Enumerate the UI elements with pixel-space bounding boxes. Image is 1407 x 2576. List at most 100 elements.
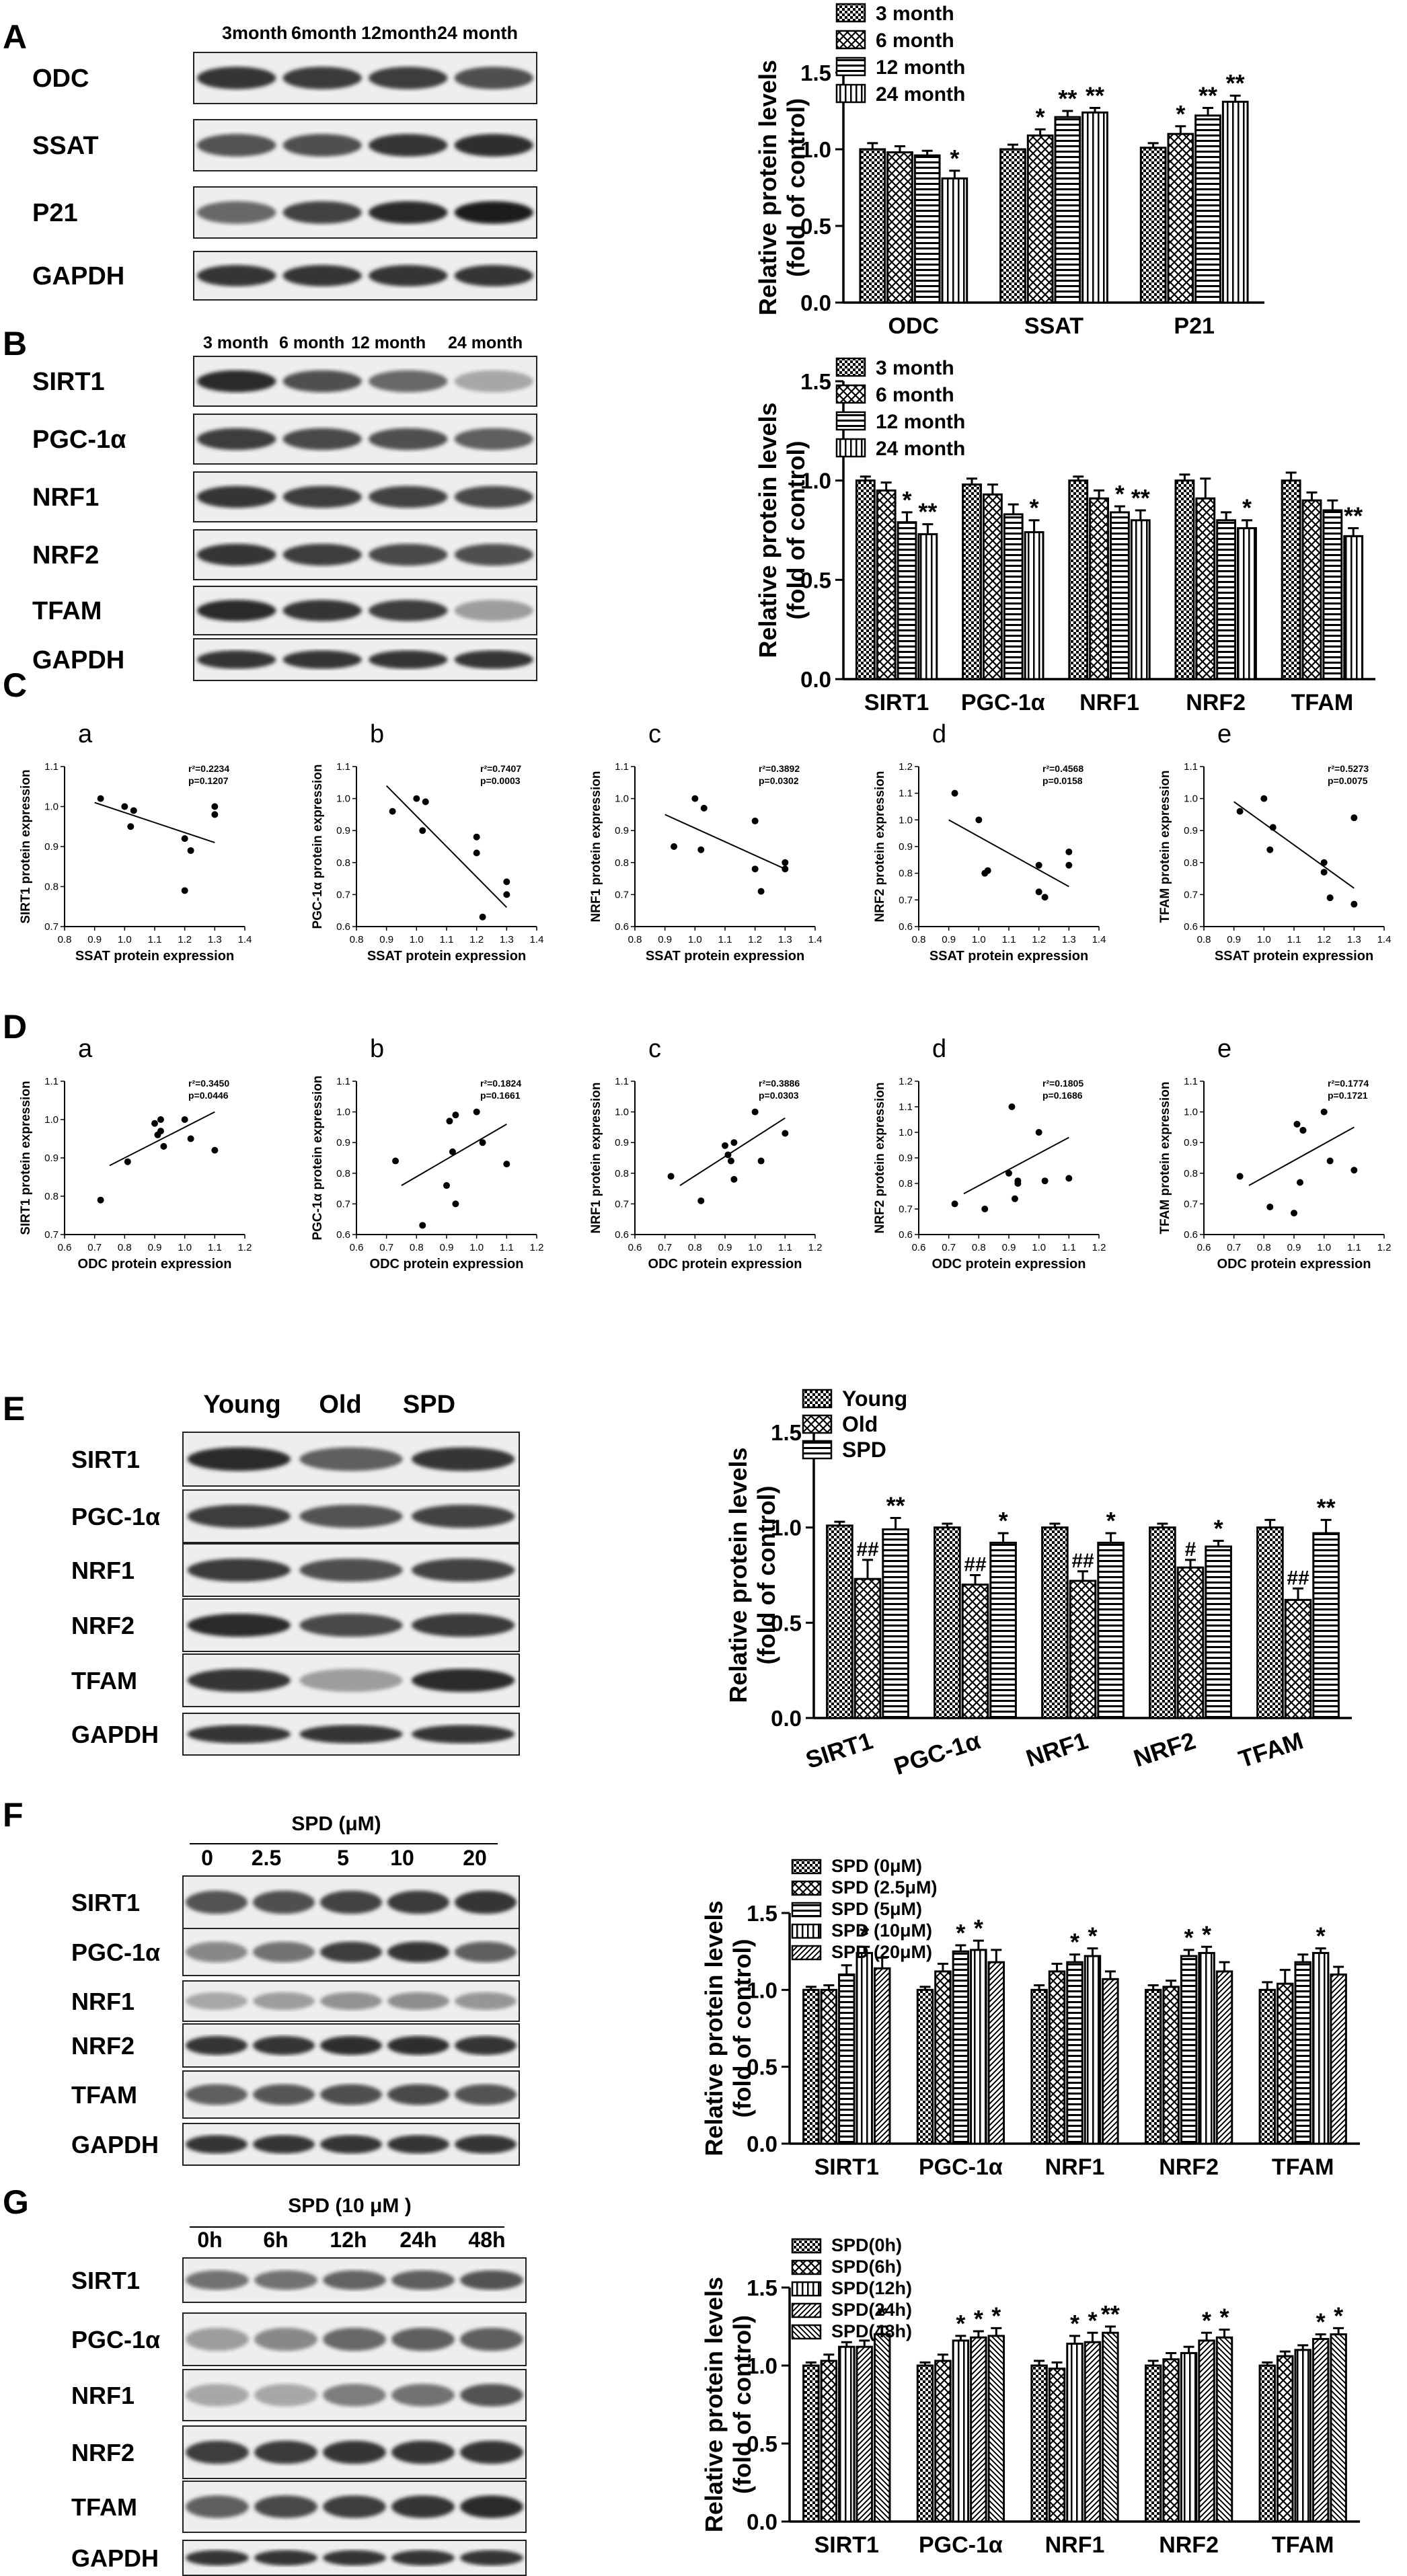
bar-tfam-spd-6h — [1277, 2355, 1294, 2523]
bar-odc-12-month — [913, 154, 941, 304]
blot-band — [391, 2495, 455, 2518]
regression-line — [948, 819, 1069, 888]
panel-letter-b: B — [3, 325, 27, 362]
y-tick-label: 0.7 — [44, 1229, 59, 1241]
r-squared-label: r²=0.1805 — [1042, 1078, 1083, 1089]
data-point — [419, 1222, 426, 1229]
y-tick-label: 1.1 — [615, 1076, 629, 1087]
bar-nrf2-young — [1149, 1526, 1176, 1719]
blot-band — [186, 2384, 249, 2407]
y-tick-label: 0.7 — [615, 1198, 629, 1210]
y-tick-label: 0.8 — [899, 1178, 913, 1189]
regression-line — [385, 785, 508, 908]
bar-pgc-1-12-month — [1003, 513, 1024, 680]
data-point — [1065, 861, 1073, 869]
blot-band — [254, 2327, 317, 2351]
regression-line — [664, 814, 786, 870]
regression-line — [401, 1123, 507, 1186]
y-tick-label: 0.6 — [615, 1229, 629, 1241]
x-tick-label: 1.1 — [440, 934, 454, 945]
category-label-sirt1: SIRT1 — [864, 690, 929, 715]
data-point — [187, 847, 194, 854]
y-axis-label: Relative protein levels — [754, 402, 782, 658]
p-value-label: p=0.1661 — [480, 1090, 521, 1101]
data-point — [1035, 888, 1042, 896]
significance-mark: * — [1334, 2302, 1343, 2329]
blot-column-label: 12month — [361, 23, 437, 43]
bar-tfam-spd — [1312, 1532, 1340, 1719]
bar-nrf1-spd-12h — [1066, 2343, 1083, 2523]
y-tick-label: 0.8 — [615, 857, 629, 869]
data-point — [473, 849, 480, 857]
panel-letter-g: G — [3, 2183, 29, 2221]
data-point — [1291, 1210, 1297, 1217]
bar-pgc-1-spd-5-m — [952, 1950, 970, 2145]
x-tick-label: 0.9 — [1227, 934, 1241, 945]
bar-p21-12-month — [1194, 114, 1221, 304]
y-tick-label: 0.0 — [771, 1706, 802, 1731]
bar-chart-b: 0.0 0.5 1.0 1.5 Relative protein levels (fold… — [754, 357, 1375, 715]
category-label-nrf2: NRF2 — [1130, 1727, 1199, 1772]
bar-tfam-24-month — [1343, 535, 1364, 680]
data-point — [151, 1120, 158, 1127]
y-tick-label: 1.0 — [44, 1114, 59, 1126]
significance-mark: * — [903, 486, 912, 514]
bar-pgc-1-spd-10-m — [970, 1949, 987, 2145]
blot-band — [187, 1447, 291, 1471]
blot-band — [412, 1725, 515, 1744]
blot-band — [454, 370, 533, 393]
bar-sirt1-spd-0h — [802, 2364, 820, 2523]
blot-band — [460, 2270, 523, 2290]
x-tick-label: 1.2 — [1092, 1242, 1106, 1253]
data-point — [722, 1142, 728, 1149]
blot-band — [197, 543, 276, 566]
blot-band — [460, 2327, 523, 2351]
blot-band — [369, 600, 448, 621]
x-axis-label: ODC protein expression — [370, 1257, 524, 1272]
y-tick-label: 1.1 — [44, 1076, 59, 1087]
blot-band — [387, 2035, 449, 2056]
category-label-pgc-1: PGC-1α — [890, 1727, 983, 1781]
x-tick-label: 0.7 — [379, 1242, 393, 1253]
y-axis-label: PGC-1α protein expression — [311, 764, 325, 929]
legend-label-spd-0h: SPD(0h) — [831, 2235, 902, 2255]
blot-band — [454, 600, 533, 621]
legend-swatch — [835, 30, 866, 50]
blot-band — [187, 1668, 291, 1692]
y-tick-label: 0.9 — [336, 1137, 350, 1148]
y-tick-label: 0.5 — [800, 568, 831, 592]
data-point — [697, 846, 705, 853]
scatter-c-c: 0.8 0.9 1.0 1.1 1.2 1.3 1.4 0.6 0.7 0.8 0.9 1.0 1.1 c… — [589, 720, 822, 964]
data-point — [422, 798, 429, 806]
blot-band — [282, 543, 362, 566]
blot-band — [387, 2135, 449, 2154]
bar-tfam-6-month — [1301, 499, 1322, 680]
bar-sirt1-spd-0-m — [802, 1988, 820, 2145]
y-tick-label: 1.5 — [747, 1901, 777, 1926]
category-label-sirt1: SIRT1 — [814, 2154, 879, 2180]
x-tick-label: 0.6 — [58, 1242, 72, 1253]
blot-band — [187, 1613, 291, 1637]
blot-band — [454, 265, 533, 286]
scatter-sublabel: c — [648, 720, 661, 748]
x-tick-label: 1.2 — [178, 934, 192, 945]
scatter-d-c: 0.6 0.7 0.8 0.9 1.0 1.1 1.2 0.6 0.7 0.8 0.9 1.0 1.1 c… — [589, 1035, 822, 1272]
category-label-tfam: TFAM — [1235, 1727, 1307, 1773]
x-tick-label: 1.1 — [148, 934, 162, 945]
legend-swatch — [791, 1945, 822, 1961]
bar-nrf1-spd-5-m — [1066, 1961, 1083, 2145]
y-tick-label: 0.6 — [336, 1229, 350, 1241]
y-tick-label: 1.0 — [800, 137, 831, 162]
p-value-label: p=0.0075 — [1328, 775, 1368, 786]
x-tick-label: 0.7 — [942, 1242, 956, 1253]
blot-column-label: 12 month — [351, 334, 426, 352]
x-tick-label: 1.2 — [1032, 934, 1046, 945]
blot-band — [391, 2384, 455, 2407]
y-tick-label: 0.5 — [747, 2431, 777, 2456]
blot-column-label: 2.5 — [252, 1846, 281, 1870]
data-point — [1260, 795, 1268, 802]
blot-band — [299, 1447, 403, 1471]
y-tick-label: 1.5 — [747, 2275, 777, 2300]
significance-mark: * — [1202, 2306, 1211, 2334]
y-tick-label: 0.7 — [615, 889, 629, 900]
